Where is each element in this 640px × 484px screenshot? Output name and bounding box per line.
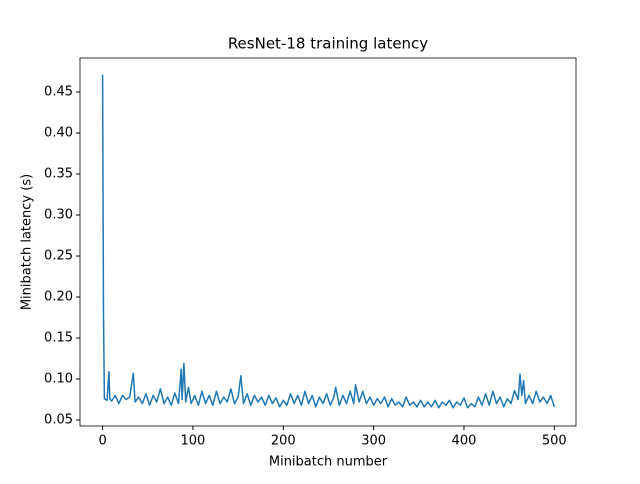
x-tick-label: 500 [542,434,567,449]
x-axis-label: Minibatch number [269,455,388,470]
y-axis-label: Minibatch latency (s) [20,174,35,310]
y-tick-label: 0.45 [44,85,73,100]
chart-title: ResNet-18 training latency [228,35,428,53]
y-tick-label: 0.40 [44,126,73,141]
series-line [101,74,556,409]
y-tick-label: 0.10 [44,372,73,387]
plot-frame [79,57,577,427]
y-tick-label: 0.15 [44,331,73,346]
x-tick-label: 100 [181,434,206,449]
y-tick-label: 0.05 [44,413,73,428]
y-tick-label: 0.20 [44,290,73,305]
x-tick-label: 400 [452,434,477,449]
y-tick-label: 0.35 [44,167,73,182]
x-tick-label: 0 [98,434,106,449]
x-tick-label: 300 [361,434,386,449]
y-tick-label: 0.30 [44,208,73,223]
y-tick-label: 0.25 [44,249,73,264]
x-tick-label: 200 [271,434,296,449]
